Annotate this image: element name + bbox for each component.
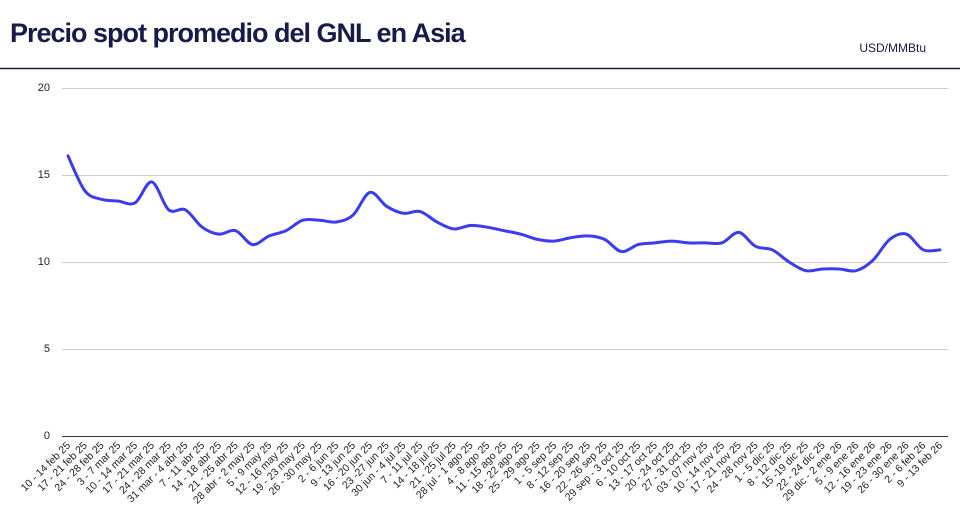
y-tick-label: 10 xyxy=(38,256,50,268)
y-tick-label: 15 xyxy=(38,169,50,181)
y-tick-label: 0 xyxy=(44,430,50,442)
y-tick-label: 5 xyxy=(44,343,50,355)
line xyxy=(66,154,942,273)
chart-title: Precio spot promedio del GNL en Asia xyxy=(10,18,467,48)
y-tick-label: 20 xyxy=(38,82,50,94)
unit-label: USD/MMBtu xyxy=(859,41,926,55)
